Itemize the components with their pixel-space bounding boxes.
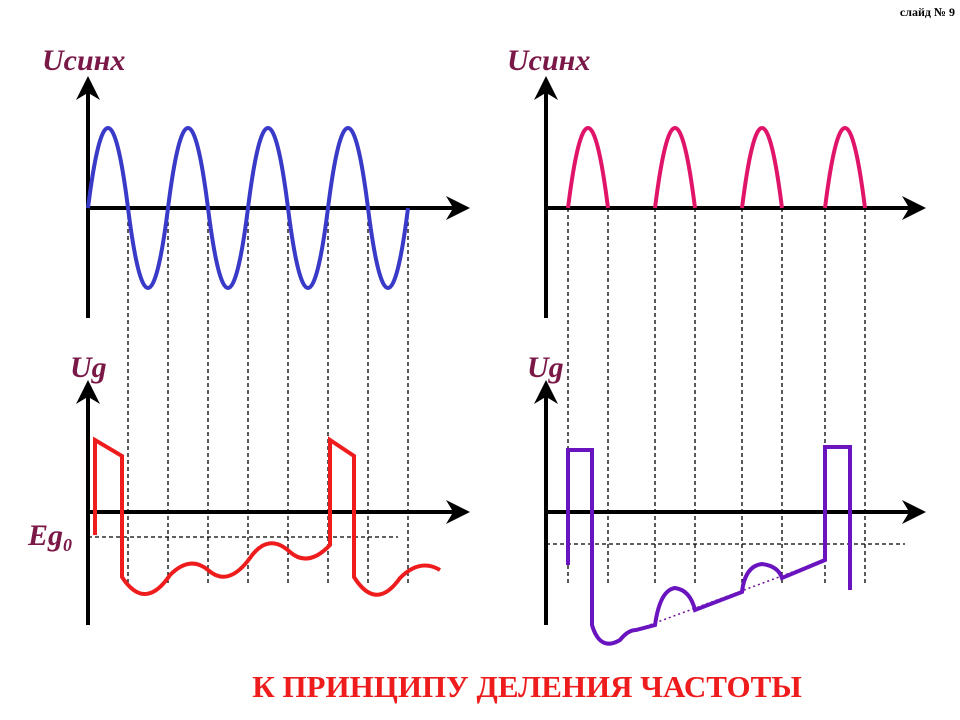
axis-label: Ug	[527, 351, 564, 384]
slide-title: К ПРИНЦИПУ ДЕЛЕНИЯ ЧАСТОТЫ	[252, 669, 802, 704]
axes	[76, 76, 926, 625]
grid-voltage-left	[93, 436, 442, 597]
grid-voltage-right	[566, 445, 852, 646]
label-sub: 0	[63, 535, 72, 555]
label-main: Eg	[27, 519, 63, 552]
axis-label: Ug	[70, 351, 107, 384]
rectified-wave	[566, 126, 867, 209]
dashed-guides	[88, 208, 905, 585]
sine-wave	[86, 126, 410, 290]
axis-label: Uсинх	[42, 44, 125, 77]
axis-label: Uсинх	[507, 44, 590, 77]
axis-label: Eg0	[27, 519, 72, 555]
slide-number: слайд № 9	[900, 5, 955, 19]
